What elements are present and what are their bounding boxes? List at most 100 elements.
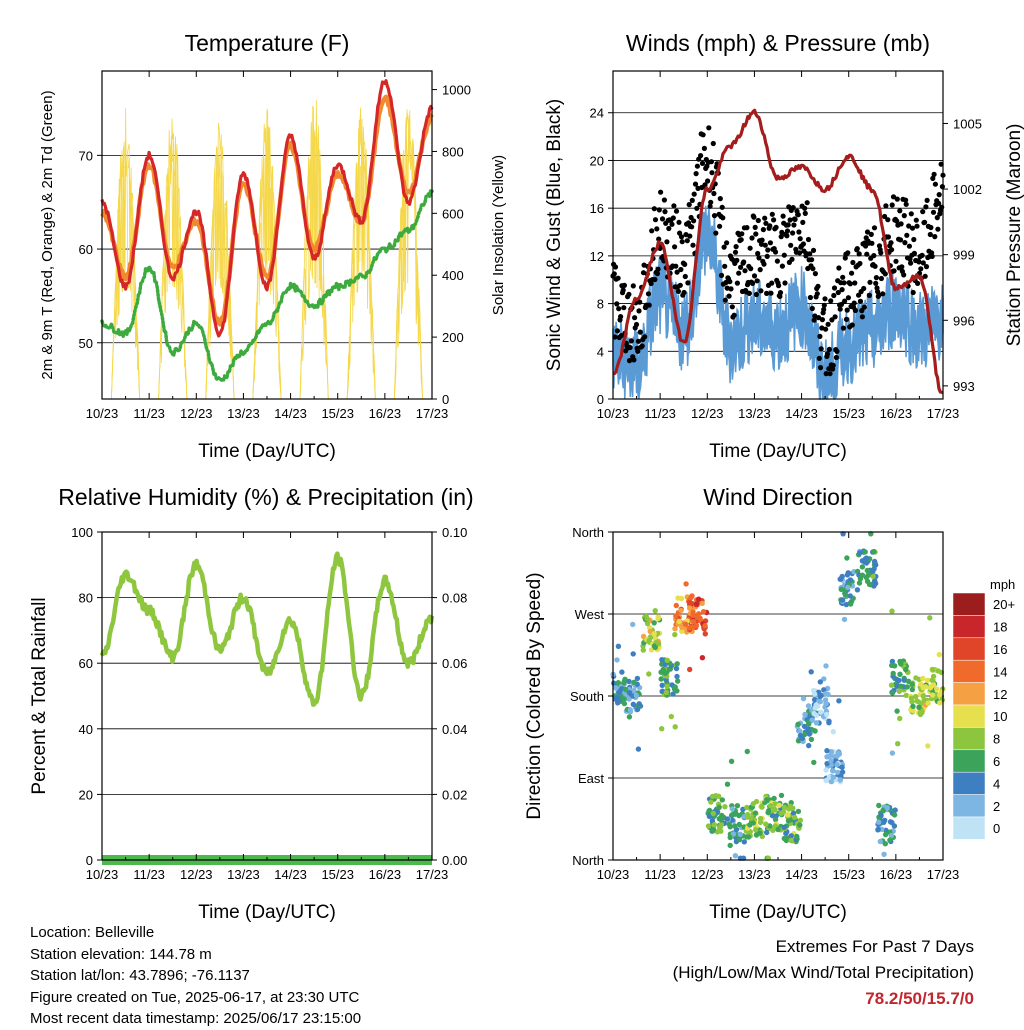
gust-point [928, 224, 934, 231]
gust-point [788, 242, 794, 248]
gust-point [852, 280, 858, 286]
direction-point [613, 685, 619, 691]
direction-point [903, 692, 909, 699]
legend-swatch [952, 727, 986, 751]
direction-point [866, 581, 873, 588]
x-tick-label: 15/23 [832, 867, 865, 882]
gust-point [618, 333, 624, 339]
gust-point [722, 263, 728, 269]
gust-point [711, 213, 718, 219]
direction-point [763, 821, 769, 827]
gust-point [738, 264, 744, 270]
direction-point [809, 717, 815, 723]
y2-tick-label: 996 [953, 313, 975, 328]
y-tick-label: 60 [79, 656, 93, 671]
legend-swatch [952, 749, 986, 773]
gust-point [637, 299, 643, 305]
direction-point [710, 828, 716, 834]
gust-point [889, 202, 895, 208]
gust-point [797, 250, 803, 256]
legend-label: 4 [993, 776, 1000, 791]
direction-point [732, 853, 739, 859]
direction-point [824, 760, 830, 767]
wdir-title: Wind Direction [703, 484, 853, 510]
gust-point [821, 306, 827, 313]
direction-point [823, 701, 829, 707]
legend-swatch [952, 615, 986, 639]
gust-point [682, 261, 688, 267]
temp-title: Temperature (F) [185, 30, 350, 56]
direction-point [682, 621, 689, 627]
gust-point [698, 153, 704, 159]
solar-insolation-line [158, 132, 188, 400]
gust-point [684, 238, 690, 244]
gust-point [827, 371, 833, 377]
gust-point [779, 263, 786, 269]
direction-point [733, 811, 739, 817]
direction-point [744, 804, 750, 811]
direction-point [611, 680, 617, 686]
direction-point [909, 681, 915, 687]
temp-2m-line [100, 79, 434, 338]
direction-point [769, 813, 776, 819]
y2-tick-label: 1000 [442, 83, 471, 98]
direction-point [718, 817, 724, 823]
gust-point [761, 261, 767, 267]
gust-point [689, 197, 695, 203]
gust-point [656, 236, 662, 242]
solar-insolation-line [158, 118, 188, 400]
direction-point [636, 701, 642, 707]
legend-label: 12 [993, 687, 1007, 702]
direction-point [877, 838, 883, 845]
legend-swatch [952, 659, 986, 683]
gust-point [654, 226, 660, 232]
gust-point [746, 290, 753, 296]
gust-point [648, 280, 654, 287]
gust-point [626, 358, 633, 364]
x-tick-label: 16/23 [880, 867, 913, 882]
y-tick-label: East [578, 771, 604, 786]
gust-point [742, 268, 748, 274]
direction-point [824, 711, 830, 718]
y2-tick-label: 999 [953, 248, 975, 263]
y-tick-label: 20 [79, 787, 93, 802]
direction-point [811, 759, 817, 766]
direction-point [863, 555, 870, 561]
gust-point [636, 308, 642, 314]
direction-point [799, 735, 805, 742]
gust-point [724, 240, 730, 246]
pressure-line [612, 108, 944, 394]
direction-point [904, 684, 910, 690]
y-tick-label: 20 [590, 153, 604, 168]
gust-point [720, 215, 726, 221]
direction-point [616, 689, 622, 696]
direction-point [876, 802, 882, 809]
gust-point [754, 278, 760, 284]
direction-point [898, 661, 904, 667]
gust-point [719, 204, 725, 210]
direction-point [872, 580, 879, 587]
gust-point [616, 306, 622, 312]
direction-point [838, 586, 844, 592]
gust-point [694, 205, 700, 211]
gust-point [797, 236, 803, 242]
gust-point [902, 240, 908, 246]
humidity-line [99, 551, 435, 707]
gust-point [922, 219, 928, 225]
x-tick-label: 11/23 [644, 406, 676, 421]
direction-point [823, 777, 829, 784]
gust-point [821, 302, 827, 308]
y2-tick-label: 0.06 [442, 656, 467, 671]
direction-point [727, 824, 733, 830]
gust-point [693, 171, 699, 177]
gust-point [747, 245, 753, 251]
y-tick-label: 40 [79, 722, 93, 737]
direction-point [705, 823, 712, 829]
gust-point [920, 209, 926, 215]
direction-point [839, 573, 845, 580]
legend-swatch [952, 816, 986, 840]
gust-point [859, 314, 866, 320]
gust-point [914, 223, 920, 229]
gust-point [678, 266, 684, 273]
